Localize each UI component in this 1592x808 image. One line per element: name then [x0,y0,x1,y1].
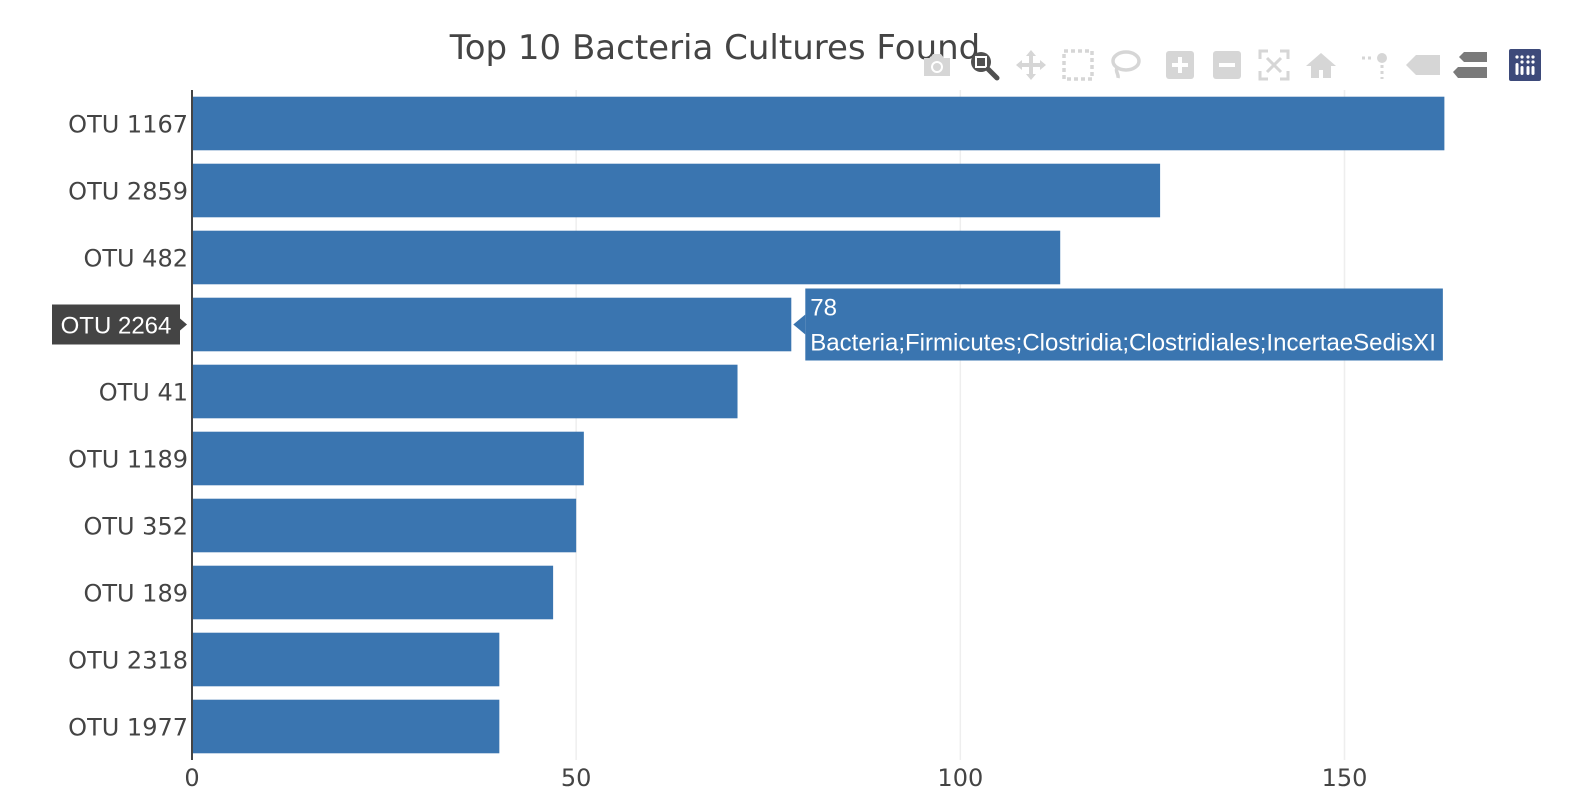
plotly-logo-icon[interactable] [1501,44,1548,86]
bar[interactable] [192,163,1161,218]
zoom-out-icon[interactable] [1203,44,1250,86]
hover-y-label-box [52,304,180,345]
bars[interactable] [192,96,1445,754]
bar[interactable] [192,230,1061,285]
bar[interactable] [192,699,500,754]
bar[interactable] [192,297,792,352]
autoscale-icon[interactable] [1250,44,1297,86]
bar[interactable] [192,498,577,553]
zoom-in-icon[interactable] [1156,44,1203,86]
x-tick-label: 50 [561,764,592,792]
x-tick-label: 150 [1322,764,1368,792]
box-select-icon[interactable] [1054,44,1101,86]
y-tick-label: OTU 2318 [68,647,188,675]
hover-tooltip: OTU 2264 78 Bacteria;Firmicutes;Clostridia… [52,288,1443,361]
pan-icon[interactable] [1007,44,1054,86]
zoom-icon[interactable] [960,44,1007,86]
bar[interactable] [192,96,1445,151]
x-tick-labels: 0 50 100 150 [184,764,1367,792]
hover-y-label-arrow [180,318,187,331]
x-tick-label: 100 [937,764,983,792]
bar[interactable] [192,431,584,486]
y-tick-label: OTU 189 [83,580,188,608]
x-tick-label: 0 [184,764,199,792]
bar[interactable] [192,565,554,620]
hover-closest-icon[interactable] [1399,44,1446,86]
y-tick-label: OTU 41 [99,379,188,407]
y-tick-label: OTU 352 [83,513,188,541]
lasso-select-icon[interactable] [1101,44,1148,86]
bar[interactable] [192,364,738,419]
bar[interactable] [192,632,500,687]
hover-box [805,288,1443,361]
spike-lines-icon[interactable] [1352,44,1399,86]
hover-value: 78 [810,295,837,322]
hover-taxonomy: Bacteria;Firmicutes;Clostridia;Clostridi… [810,330,1436,357]
y-tick-labels: OTU 1167 OTU 2859 OTU 482 OTU 41 OTU 1189 OTU… [68,111,188,742]
chart-title: Top 10 Bacteria Cultures Found [449,28,981,68]
y-tick-label: OTU 482 [83,245,188,273]
y-tick-label: OTU 2859 [68,178,188,206]
camera-icon[interactable] [913,44,960,86]
modebar [913,44,1548,86]
hover-arrow [793,314,806,335]
y-tick-label: OTU 1167 [68,111,188,139]
y-tick-label: OTU 1977 [68,714,188,742]
reset-axes-icon[interactable] [1297,44,1344,86]
hover-compare-icon[interactable] [1446,44,1493,86]
y-tick-label: OTU 1189 [68,446,188,474]
hover-y-label: OTU 2264 [61,313,172,340]
